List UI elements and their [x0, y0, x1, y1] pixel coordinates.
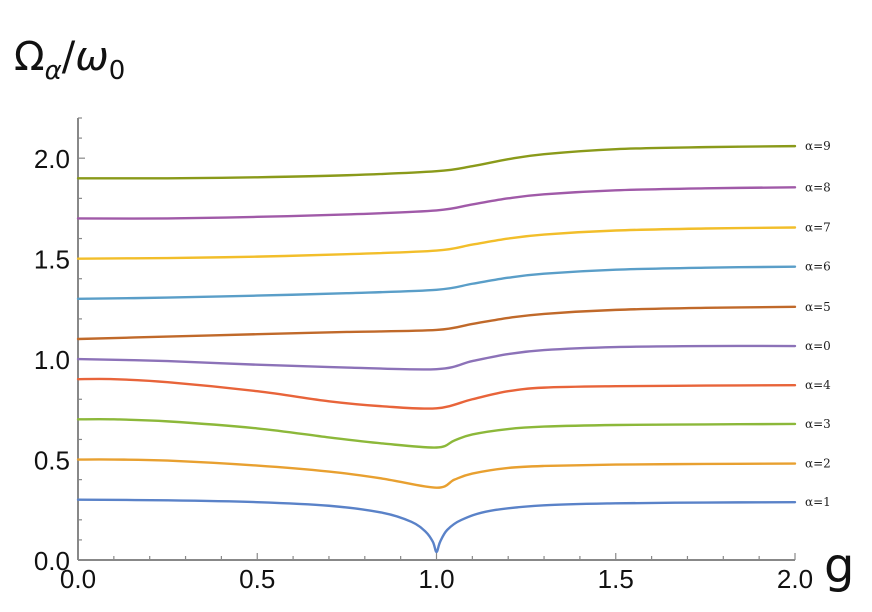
series-line — [76, 265, 797, 301]
series-label: α=7 — [805, 220, 831, 234]
tick-labels: 0.0 0.5 1.0 1.5 2.0 0.0 0.5 1.0 1.5 2.0 — [34, 144, 813, 594]
series-label: α=1 — [805, 495, 831, 509]
series-label: α=8 — [805, 180, 831, 194]
series-label: α=4 — [805, 378, 831, 392]
y-tick-label: 1.5 — [34, 245, 70, 275]
axis-ticks — [77, 117, 796, 561]
x-axis-title: g — [824, 538, 854, 594]
series-line — [76, 226, 797, 260]
series-lines — [76, 144, 797, 554]
series-labels: α=9 α=8 α=7 α=6 α=5 α=0 α=4 α=3 α=2 α=1 — [805, 139, 831, 509]
series-label: α=6 — [805, 260, 831, 274]
x-tick-label: 0.5 — [239, 564, 275, 594]
x-tick-label: 1.5 — [598, 564, 634, 594]
y-tick-label: 0.0 — [34, 546, 70, 576]
series-line — [76, 344, 797, 371]
plot-area: 0.0 0.5 1.0 1.5 2.0 0.0 0.5 1.0 1.5 2.0 α=9 α=8 α=7… — [34, 117, 831, 594]
y-tick-label: 0.5 — [34, 446, 70, 476]
series-line — [76, 418, 797, 449]
series-line — [76, 305, 797, 341]
series-label: α=0 — [805, 339, 831, 353]
series-line — [76, 498, 797, 554]
x-tick-label: 2.0 — [777, 564, 813, 594]
series-label: α=3 — [805, 417, 831, 431]
series-line — [76, 186, 797, 220]
y-tick-label: 2.0 — [34, 144, 70, 174]
series-line — [76, 377, 797, 410]
series-line — [76, 144, 797, 180]
x-tick-label: 1.0 — [418, 564, 454, 594]
series-label: α=2 — [805, 457, 831, 471]
series-line — [76, 458, 797, 489]
series-label: α=9 — [805, 139, 831, 153]
x-tick-label: 0.0 — [60, 564, 96, 594]
y-tick-label: 1.0 — [34, 345, 70, 375]
series-label: α=5 — [805, 300, 831, 314]
y-axis-title: Ωα/ω0 — [14, 34, 125, 86]
